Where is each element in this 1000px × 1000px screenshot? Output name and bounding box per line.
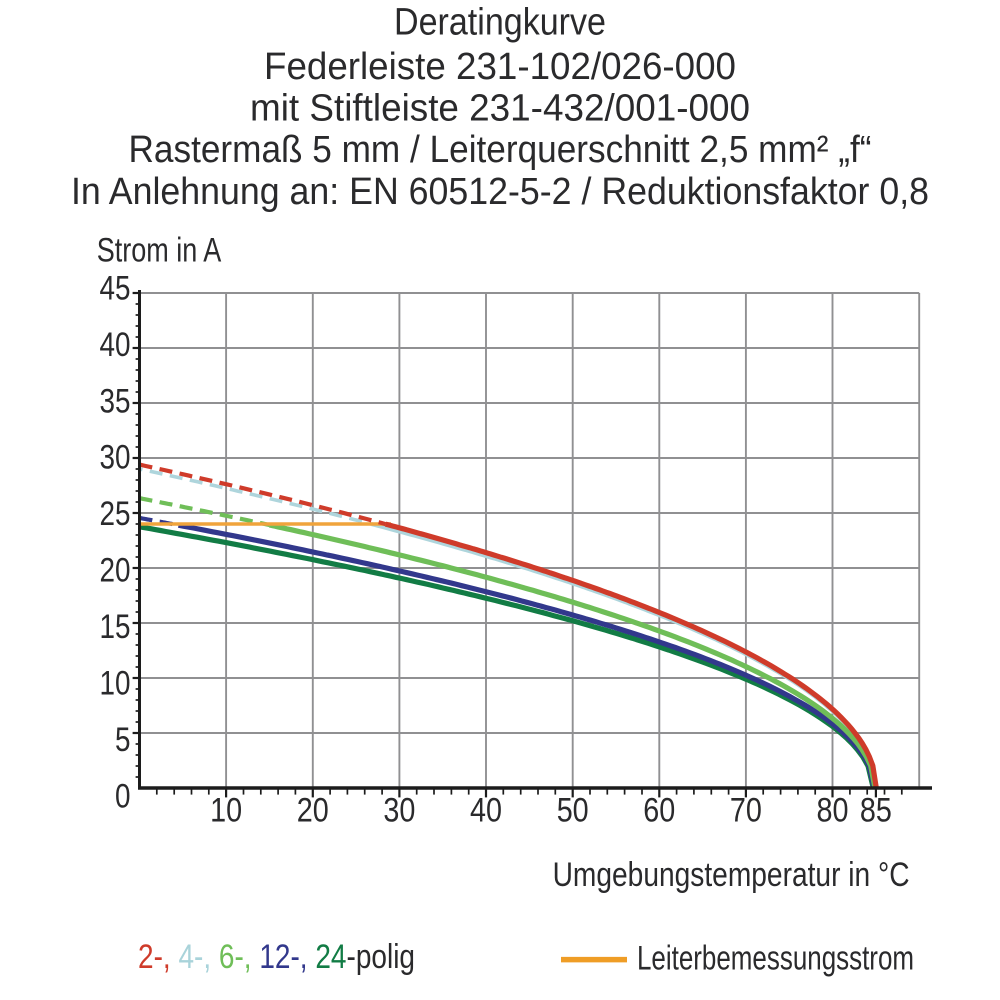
svg-text:Rastermaß 5 mm / Leiterquersch: Rastermaß 5 mm / Leiterquerschnitt 2,5 m… bbox=[129, 129, 872, 171]
svg-text:10: 10 bbox=[210, 792, 242, 830]
svg-text:25: 25 bbox=[100, 495, 131, 533]
svg-text:In Anlehnung an: EN 60512-5-2: In Anlehnung an: EN 60512-5-2 / Reduktio… bbox=[71, 171, 929, 213]
svg-text:85: 85 bbox=[860, 792, 892, 830]
svg-text:35: 35 bbox=[100, 382, 131, 420]
svg-text:40: 40 bbox=[100, 326, 131, 364]
svg-text:20: 20 bbox=[297, 792, 329, 830]
svg-text:0: 0 bbox=[115, 777, 131, 815]
svg-text:5: 5 bbox=[115, 721, 131, 759]
svg-text:2-, 4-, 6-, 12-, 24-polig: 2-, 4-, 6-, 12-, 24-polig bbox=[138, 938, 415, 976]
svg-text:50: 50 bbox=[557, 792, 589, 830]
svg-text:15: 15 bbox=[100, 608, 131, 646]
svg-text:Umgebungstemperatur in °C: Umgebungstemperatur in °C bbox=[553, 856, 910, 894]
svg-text:20: 20 bbox=[100, 552, 131, 590]
svg-text:80: 80 bbox=[817, 792, 849, 830]
svg-text:Federleiste 231-102/026-000: Federleiste 231-102/026-000 bbox=[264, 46, 736, 88]
svg-text:70: 70 bbox=[730, 792, 762, 830]
svg-text:mit Stiftleiste 231-432/001-00: mit Stiftleiste 231-432/001-000 bbox=[250, 88, 750, 130]
svg-text:60: 60 bbox=[643, 792, 675, 830]
svg-text:Deratingkurve: Deratingkurve bbox=[394, 2, 606, 44]
svg-text:Leiterbemessungsstrom: Leiterbemessungsstrom bbox=[637, 940, 914, 978]
svg-text:45: 45 bbox=[100, 269, 131, 307]
svg-text:30: 30 bbox=[100, 439, 131, 477]
svg-text:10: 10 bbox=[100, 665, 131, 703]
svg-text:30: 30 bbox=[383, 792, 415, 830]
svg-text:Strom in A: Strom in A bbox=[97, 232, 222, 270]
svg-text:40: 40 bbox=[470, 792, 502, 830]
